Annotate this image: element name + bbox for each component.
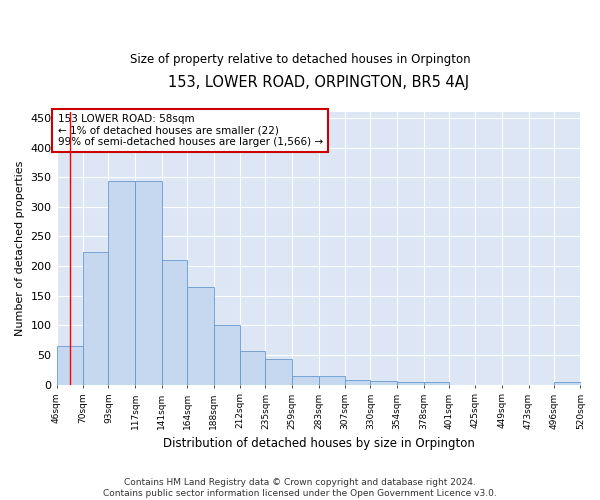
Bar <box>214 326 240 384</box>
Bar <box>397 382 424 384</box>
Bar <box>240 352 265 384</box>
Title: 153, LOWER ROAD, ORPINGTON, BR5 4AJ: 153, LOWER ROAD, ORPINGTON, BR5 4AJ <box>168 75 469 90</box>
Bar <box>187 287 214 384</box>
Text: Contains HM Land Registry data © Crown copyright and database right 2024.
Contai: Contains HM Land Registry data © Crown c… <box>103 478 497 498</box>
Bar <box>345 380 370 384</box>
Bar <box>161 260 187 384</box>
Text: 153 LOWER ROAD: 58sqm
← 1% of detached houses are smaller (22)
99% of semi-detac: 153 LOWER ROAD: 58sqm ← 1% of detached h… <box>58 114 323 147</box>
Bar <box>83 252 109 384</box>
Bar <box>319 376 345 384</box>
Bar <box>109 182 135 384</box>
Bar <box>424 382 449 384</box>
Bar <box>56 346 83 385</box>
Bar <box>135 181 161 384</box>
Bar <box>370 380 397 384</box>
Bar <box>292 376 319 384</box>
Y-axis label: Number of detached properties: Number of detached properties <box>15 160 25 336</box>
X-axis label: Distribution of detached houses by size in Orpington: Distribution of detached houses by size … <box>163 437 475 450</box>
Bar <box>554 382 581 384</box>
Text: Size of property relative to detached houses in Orpington: Size of property relative to detached ho… <box>130 52 470 66</box>
Bar <box>265 359 292 384</box>
